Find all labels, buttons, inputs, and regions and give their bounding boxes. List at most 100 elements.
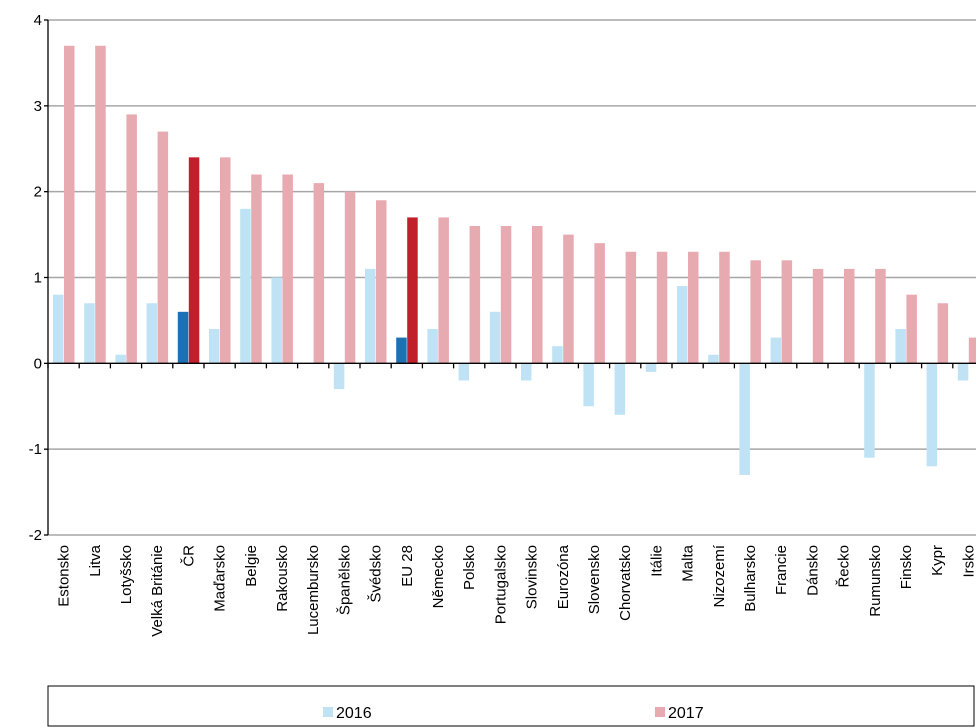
category-labels: Estonsko Litva Lotyšsko Velká Británie ČR Maď…: [56, 544, 976, 637]
bar-2016-Itálie: [645, 363, 657, 372]
category-label: Rumunsko: [867, 545, 884, 617]
bar-2016-Finsko: [895, 329, 906, 364]
category-label: Estonsko: [56, 545, 73, 607]
bar-2016-Rumunsko: [864, 363, 875, 458]
category-label: Lotyšsko: [118, 545, 135, 604]
bar-2017-Chorvatsko: [625, 251, 637, 364]
bar-2017-Velká Británie: [157, 131, 169, 364]
y-tick-label: -1: [29, 441, 42, 458]
category-label: Belgie: [243, 545, 260, 587]
bar-2017-Lotyšsko: [126, 114, 137, 364]
legend-swatch-2016: [323, 707, 333, 717]
bar-2017-Litva: [95, 45, 106, 364]
bar-2016-Eurozóna: [552, 346, 563, 364]
bar-2017-Nizozemí: [719, 251, 730, 364]
bar-2017-Itálie: [656, 251, 668, 364]
bar-2017-Španělsko: [344, 191, 356, 364]
category-label: Lucembursko: [305, 545, 322, 635]
bar-2016-Malta: [677, 286, 688, 364]
category-label: Litva: [87, 544, 104, 576]
bar-2016-Irsko: [957, 363, 969, 381]
axes: [44, 19, 976, 536]
y-tick-label: 2: [34, 184, 42, 201]
category-label: Portugalsko: [492, 545, 509, 624]
bar-2017-EU 28: [407, 217, 418, 364]
category-label: Německo: [430, 545, 447, 608]
category-label: Finsko: [898, 545, 915, 589]
bar-2016-Velká Británie: [146, 303, 158, 364]
bar-2016-Bulharsko: [739, 363, 750, 475]
category-label: Malta: [680, 544, 697, 581]
bar-2016-Německo: [427, 329, 438, 364]
gridlines: [48, 19, 976, 536]
bar-2016-EU 28: [396, 337, 407, 364]
category-label: Řecko: [836, 545, 853, 588]
y-tick-label: -2: [29, 527, 42, 544]
bar-2017-Rakousko: [282, 174, 293, 364]
category-label: Francie: [773, 545, 790, 595]
bar-2016-Španělsko: [333, 363, 345, 390]
bar-2016-Lotyšsko: [115, 354, 126, 364]
bar-2017-Polsko: [469, 226, 481, 364]
category-label: Švédsko: [368, 545, 385, 603]
legend-label-2017: 2017: [668, 705, 704, 722]
bar-2016-Litva: [84, 303, 95, 364]
bar-2017-Belgie: [251, 174, 262, 364]
bar-2016-Kypr: [926, 363, 938, 467]
bar-2016-Slovensko: [583, 363, 594, 407]
y-tick-label: 3: [34, 98, 42, 115]
bar-2017-Malta: [688, 251, 699, 364]
bar-2016-Polsko: [458, 363, 470, 381]
y-tick-label: 4: [34, 12, 42, 29]
bar-2017-Německo: [438, 217, 449, 364]
bar-2016-Švédsko: [365, 268, 376, 364]
category-label: Itálie: [648, 545, 665, 577]
category-label: Kypr: [929, 545, 946, 576]
bar-2017-Maďarsko: [220, 157, 231, 364]
bar-2017-Finsko: [906, 294, 917, 364]
bar-2017-Estonsko: [64, 45, 75, 364]
bar-2017-Slovinsko: [532, 226, 543, 364]
category-label: Slovensko: [586, 545, 603, 614]
category-label: Nizozemí: [711, 544, 728, 607]
bar-2016-Portugalsko: [489, 311, 501, 364]
bars: [53, 45, 976, 475]
category-label: ČR: [180, 545, 197, 567]
bar-2016-ČR: [177, 311, 189, 364]
category-label: Maďarsko: [212, 545, 229, 612]
bar-2017-Kypr: [937, 303, 949, 364]
bar-2017-Dánsko: [812, 268, 824, 364]
bar-2016-Maďarsko: [209, 329, 220, 364]
bar-2017-Bulharsko: [750, 260, 761, 364]
bar-2017-ČR: [188, 157, 200, 364]
category-label: EU 28: [399, 545, 416, 587]
bar-2016-Chorvatsko: [614, 363, 626, 415]
category-label: Slovinsko: [524, 545, 541, 609]
category-label: Eurozóna: [555, 544, 572, 609]
bar-2017-Eurozóna: [563, 234, 574, 364]
category-label: Chorvatsko: [617, 545, 634, 621]
category-label: Rakousko: [274, 545, 291, 612]
y-tick-label: 0: [34, 355, 42, 372]
bar-2017-Portugalsko: [500, 226, 512, 364]
bar-2017-Švédsko: [376, 200, 387, 364]
bar-2017-Lucembursko: [313, 183, 325, 364]
bar-2016-Nizozemí: [708, 354, 719, 364]
y-tick-labels: -2 -1 0 1 2 3 4: [29, 12, 42, 544]
bar-2017-Rumunsko: [875, 268, 886, 364]
category-label: Španělsko: [336, 545, 353, 615]
bar-2017-Irsko: [968, 337, 976, 364]
bar-2016-Slovinsko: [521, 363, 532, 381]
bar-2016-Estonsko: [53, 294, 64, 364]
category-label: Dánsko: [804, 545, 821, 596]
category-label: Velká Británie: [149, 545, 166, 637]
bar-2016-Rakousko: [271, 277, 282, 364]
bar-2017-Řecko: [844, 268, 855, 364]
y-tick-label: 1: [34, 270, 42, 287]
legend-swatch-2017: [655, 707, 665, 717]
legend-frame: [47, 685, 975, 727]
bar-2017-Slovensko: [594, 243, 605, 364]
bar-2016-Francie: [770, 337, 782, 364]
bar-2017-Francie: [781, 260, 793, 364]
